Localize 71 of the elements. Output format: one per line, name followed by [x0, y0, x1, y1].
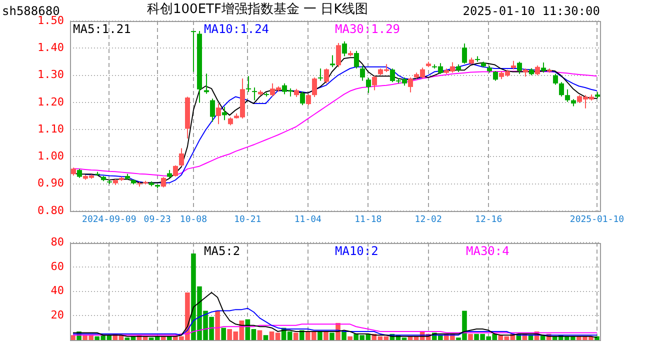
y-tick-label: 1.30	[38, 68, 64, 82]
candlestick	[191, 30, 196, 72]
bar	[324, 331, 328, 340]
candlestick	[360, 65, 365, 82]
candlestick	[408, 76, 413, 93]
y-tick-label: 0.90	[38, 176, 64, 190]
y-tick-label: 20	[50, 308, 64, 322]
bar	[215, 310, 220, 340]
text: MA10:2	[335, 244, 378, 258]
candlestick	[366, 78, 371, 94]
bar	[330, 332, 334, 340]
candlestick	[252, 87, 257, 101]
candlestick	[553, 73, 558, 86]
text: MA30:4	[466, 244, 510, 258]
candlestick	[517, 61, 522, 74]
bar	[468, 334, 473, 340]
candlestick	[372, 75, 377, 91]
y-tick-label: 80	[50, 235, 64, 248]
candlestick	[204, 73, 209, 94]
candlestick	[173, 164, 178, 178]
candlestick	[342, 40, 347, 57]
candlestick	[222, 106, 227, 121]
candlestick	[246, 76, 251, 92]
candlestick	[179, 148, 184, 167]
x-tick-label: 09-23	[144, 214, 171, 225]
bar	[257, 330, 262, 340]
candlestick	[336, 42, 341, 68]
text: MA5:1.21	[73, 22, 131, 36]
candlestick	[462, 43, 467, 64]
chart-subtitle: 2025-01-10 11:30:00	[462, 4, 600, 18]
x-tick-label: 12-02	[414, 214, 442, 225]
x-tick-label: 11-04	[294, 214, 322, 225]
candlestick	[541, 62, 546, 74]
x-tick-label: 10-21	[234, 214, 262, 225]
candlestick	[312, 76, 317, 98]
x-tick-label: 12-16	[475, 214, 502, 225]
candlestick	[300, 91, 305, 106]
y-tick-label: 0.80	[38, 204, 64, 217]
x-tick-label: 10-08	[180, 214, 208, 225]
bar	[221, 328, 226, 340]
candlestick	[354, 50, 359, 69]
bar	[263, 335, 268, 340]
candlestick	[210, 98, 215, 122]
bar	[348, 336, 352, 340]
bar	[293, 332, 298, 340]
candlestick	[565, 88, 570, 102]
candlestick	[318, 68, 323, 82]
y-tick-label: 1.40	[38, 41, 64, 54]
x-tick-label: 11-18	[354, 214, 382, 225]
text: MA30:1.29	[335, 22, 400, 36]
candlestick	[493, 70, 498, 82]
y-tick-label: 1.10	[38, 122, 64, 136]
candlestick	[216, 103, 221, 125]
text: MA5:2	[204, 244, 240, 258]
x-tick-label: 2025-01-10	[570, 214, 624, 225]
candlestick	[324, 68, 329, 84]
y-tick-label: 40	[50, 284, 64, 298]
text: MA10:1.24	[204, 22, 270, 36]
y-tick-label: 1.20	[38, 95, 64, 108]
candlestick	[559, 82, 564, 97]
candlestick	[330, 54, 335, 68]
bar	[70, 335, 76, 340]
candlestick	[535, 65, 540, 76]
bar	[318, 331, 322, 340]
x-tick-label: 2024-09-09	[82, 214, 136, 225]
bar	[342, 331, 346, 340]
candlestick	[161, 176, 166, 188]
candlestick	[306, 94, 311, 106]
chart-title: 科创100ETF增强指数基金 一 日K线图	[147, 2, 368, 17]
y-tick-label: 1.00	[38, 150, 64, 163]
y-tick-label: 60	[50, 260, 64, 273]
